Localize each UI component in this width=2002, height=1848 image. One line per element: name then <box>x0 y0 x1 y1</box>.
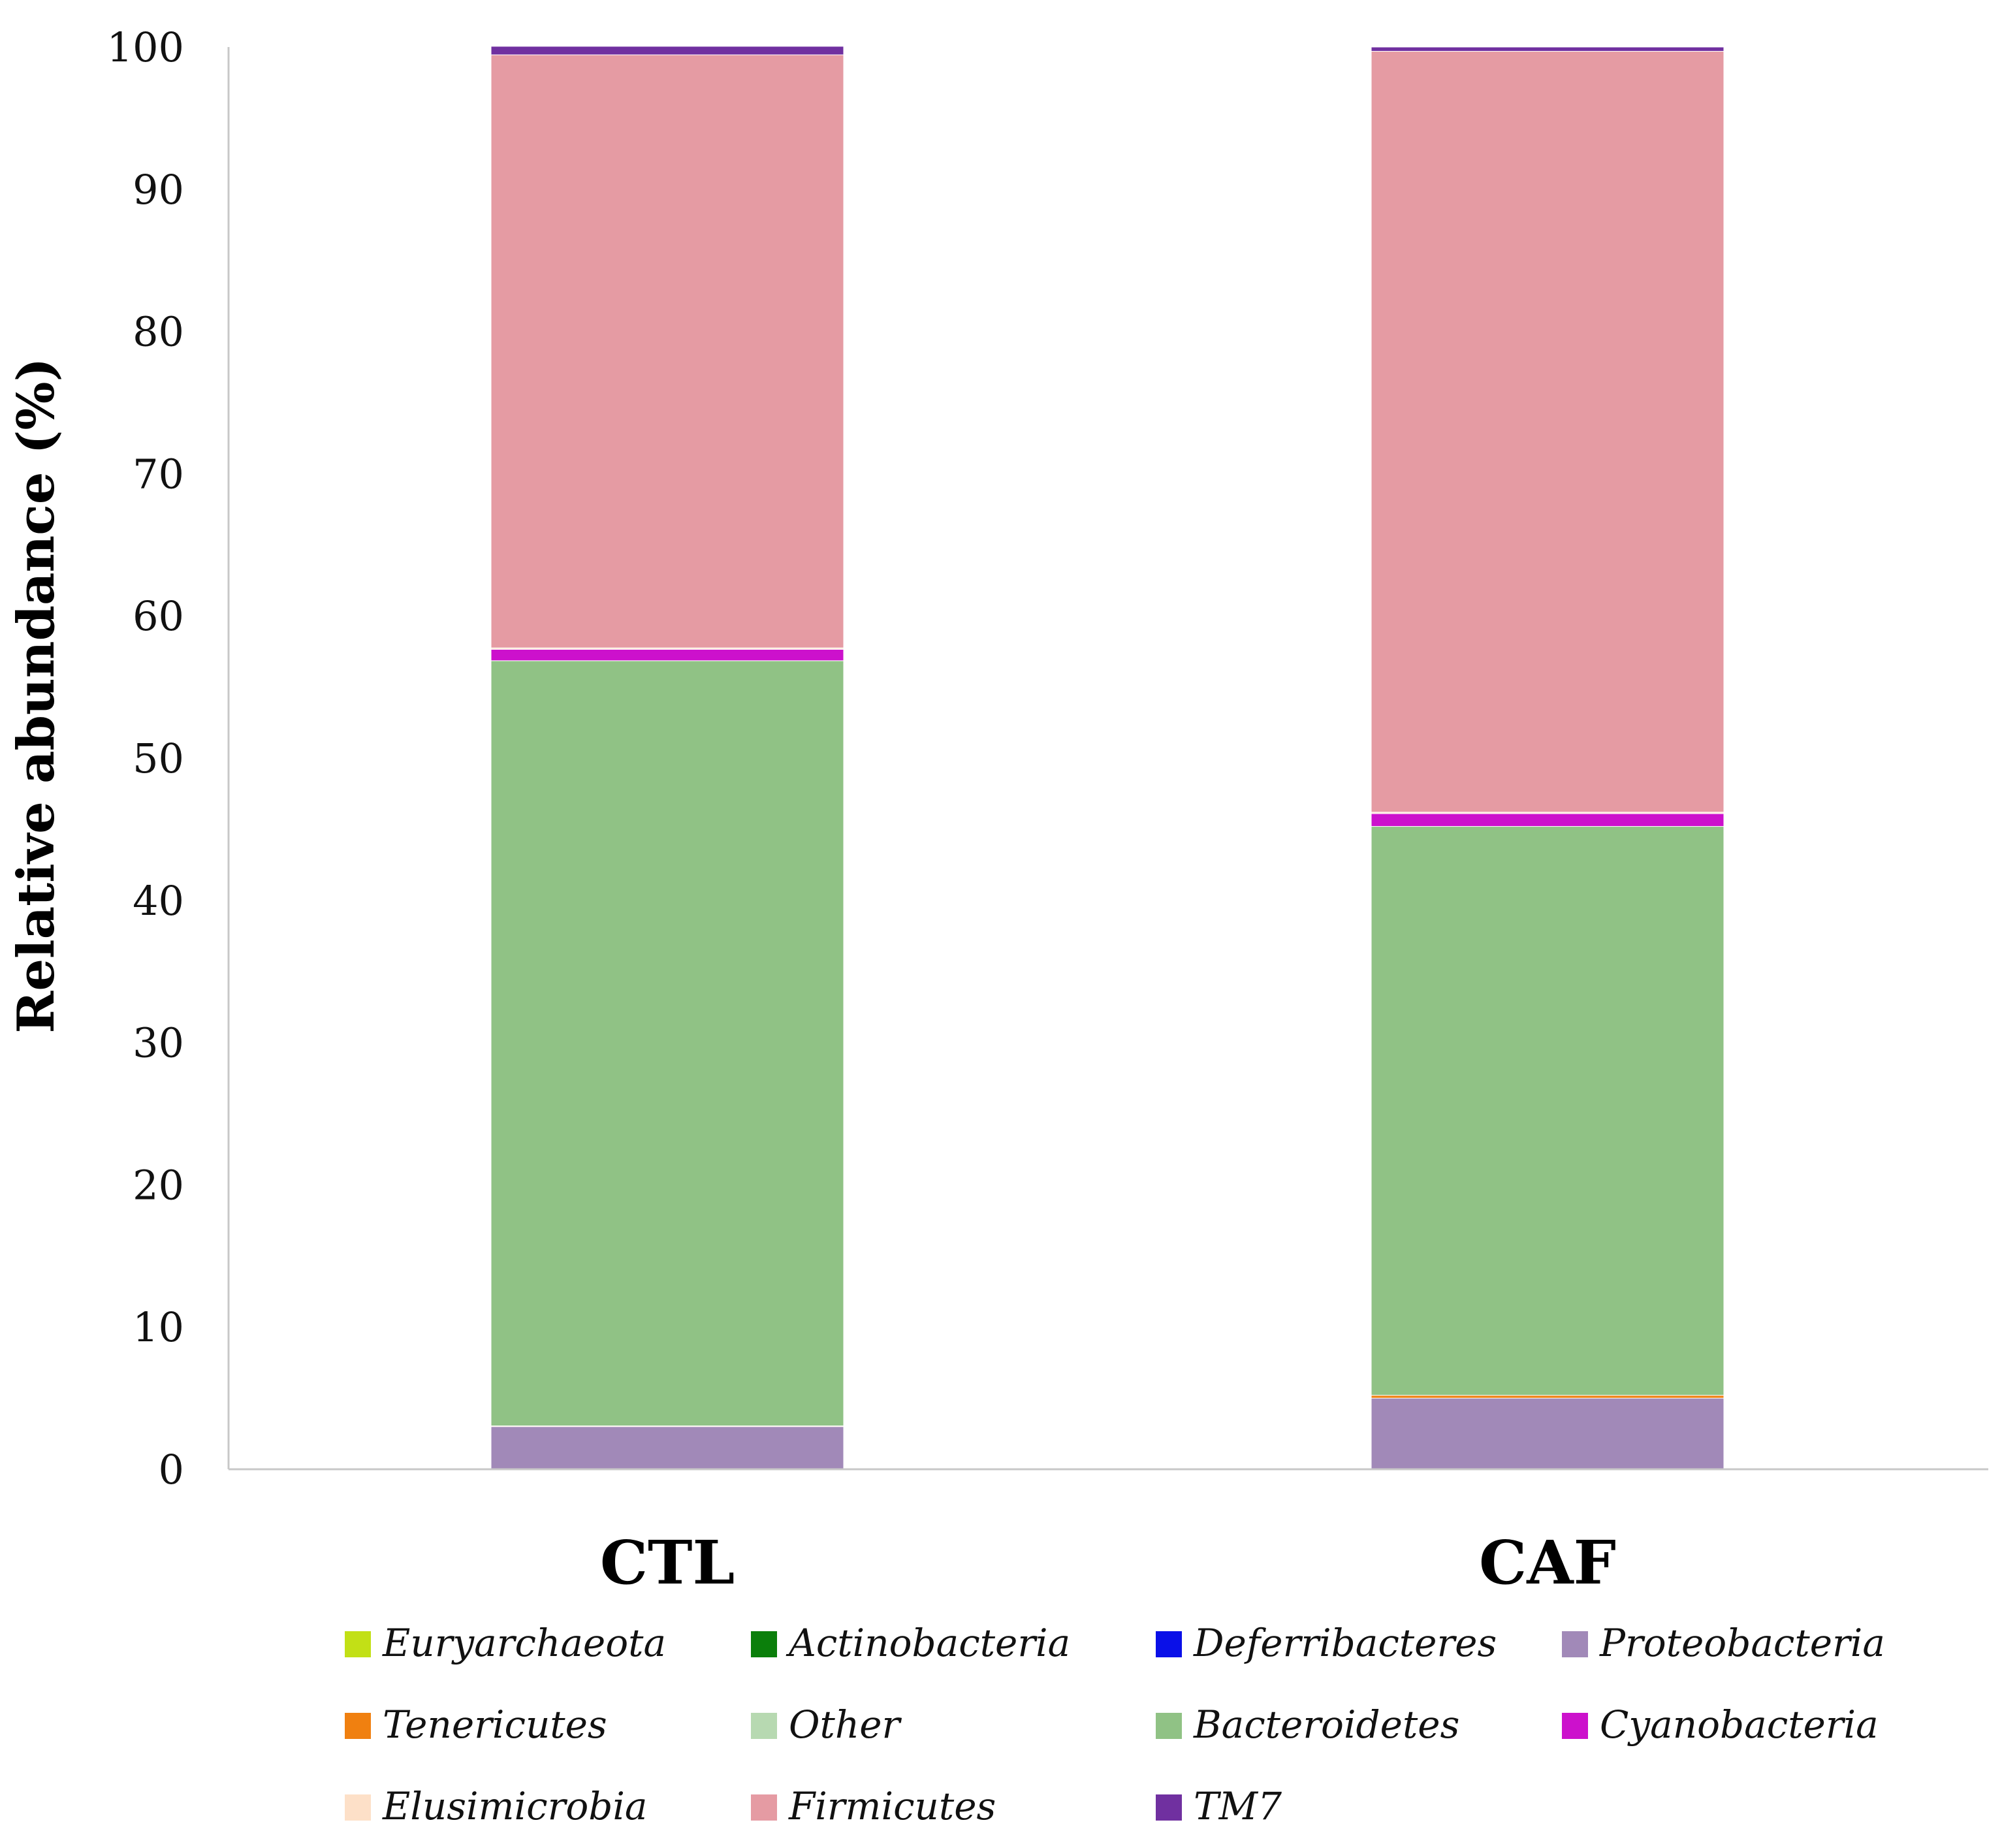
bar-segment-ctl-proteobacteria <box>490 1426 844 1470</box>
legend-label-proteobacteria: Proteobacteria <box>1599 1621 1885 1665</box>
legend-label-tenericutes: Tenericutes <box>383 1702 607 1747</box>
y-tick-label-50: 50 <box>133 735 184 782</box>
x-category-label-caf: CAF <box>1479 1527 1616 1598</box>
legend-label-euryarchaeota: Euryarchaeota <box>382 1621 666 1665</box>
bar-segment-caf-tm7 <box>1371 46 1724 52</box>
y-axis-ticks: 0 10 20 30 40 50 60 70 80 90 100 <box>107 24 184 1493</box>
y-tick-label-60: 60 <box>133 592 184 640</box>
bar-segment-caf-cyanobacteria <box>1371 813 1724 827</box>
legend-swatch-tm7 <box>1156 1794 1182 1821</box>
legend-swatch-deferribacteres <box>1156 1631 1182 1657</box>
legend-label-bacteroidetes: Bacteroidetes <box>1193 1702 1459 1747</box>
y-tick-label-0: 0 <box>159 1446 184 1493</box>
legend-label-firmicutes: Firmicutes <box>788 1784 996 1828</box>
legend-swatch-tenericutes <box>345 1713 371 1739</box>
legend: Euryarchaeota Actinobacteria Deferribacter… <box>345 1621 1885 1828</box>
legend-label-actinobacteria: Actinobacteria <box>786 1621 1070 1665</box>
bar-segment-caf-tenericutes <box>1371 1395 1724 1399</box>
legend-swatch-euryarchaeota <box>345 1631 371 1657</box>
y-tick-label-90: 90 <box>133 166 184 214</box>
legend-label-elusimicrobia: Elusimicrobia <box>382 1784 648 1828</box>
bar-segment-ctl-bacteroidetes <box>490 660 844 1427</box>
legend-label-other: Other <box>789 1702 902 1747</box>
legend-swatch-firmicutes <box>751 1794 777 1821</box>
legend-swatch-actinobacteria <box>751 1631 777 1657</box>
y-tick-label-70: 70 <box>133 450 184 498</box>
y-tick-label-20: 20 <box>133 1161 184 1209</box>
category-labels: CTL CAF <box>600 1527 1616 1598</box>
bar-segment-ctl-cyanobacteria <box>490 648 844 661</box>
y-tick-label-80: 80 <box>133 308 184 356</box>
legend-label-deferribacteres: Deferribacteres <box>1193 1621 1497 1665</box>
bar-segment-caf-firmicutes <box>1371 51 1724 813</box>
y-tick-label-30: 30 <box>133 1019 184 1067</box>
bar-segment-caf-proteobacteria <box>1371 1397 1724 1470</box>
y-tick-label-40: 40 <box>133 877 184 925</box>
y-tick-label-100: 100 <box>107 24 184 71</box>
legend-swatch-elusimicrobia <box>345 1794 371 1821</box>
legend-swatch-proteobacteria <box>1562 1631 1588 1657</box>
x-category-label-ctl: CTL <box>600 1527 735 1598</box>
legend-swatch-other <box>751 1713 777 1739</box>
legend-label-cyanobacteria: Cyanobacteria <box>1600 1702 1879 1747</box>
bar-segment-ctl-firmicutes <box>490 54 844 648</box>
legend-swatch-cyanobacteria <box>1562 1713 1588 1739</box>
bar-segment-caf-bacteroidetes <box>1371 826 1724 1396</box>
bars <box>490 46 1724 1470</box>
y-tick-label-10: 10 <box>133 1303 184 1351</box>
bar-segment-ctl-tm7 <box>490 46 844 56</box>
legend-label-tm7: TM7 <box>1194 1784 1282 1828</box>
y-axis-title: Relative abundance (%) <box>7 358 66 1034</box>
legend-swatch-bacteroidetes <box>1156 1713 1182 1739</box>
